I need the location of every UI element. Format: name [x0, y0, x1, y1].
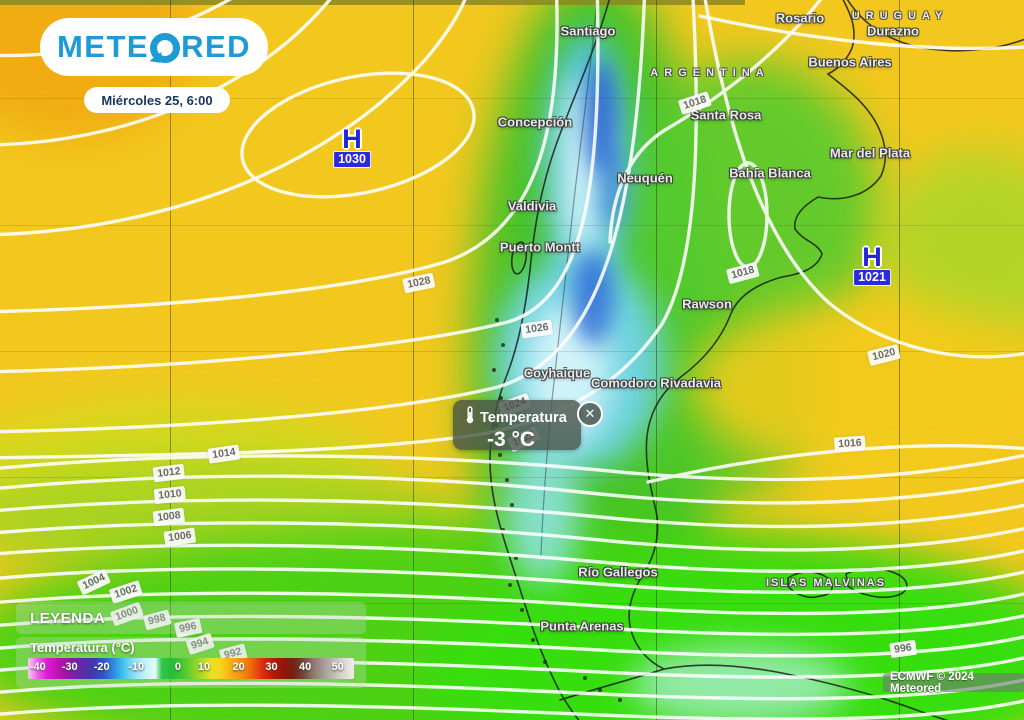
city-label: Coyhaique	[523, 365, 591, 381]
legend-title: LEYENDA	[30, 609, 106, 627]
legend-scale-label: Temperatura (°C)	[30, 640, 135, 655]
logo-wordmark: METE RED	[56, 29, 252, 64]
city-label: Punta Arenas	[540, 618, 624, 634]
attribution-text: ECMWF © 2024 Meteored	[890, 670, 974, 695]
map-edge-band	[0, 0, 745, 5]
isobar-pressure-label: 1028	[402, 272, 436, 294]
high-pressure-marker: H 1021	[853, 242, 891, 286]
city-label: Puerto Montt	[499, 239, 581, 255]
city-label: Buenos Aires	[808, 54, 892, 70]
isobar-pressure-label: 1006	[163, 527, 197, 547]
tooltip-label: Temperatura	[480, 409, 567, 426]
city-label: Durazno	[867, 23, 919, 39]
legend-panel: Temperatura (°C) -40 -30 -20 -10 0 10 20 30 40 50	[16, 637, 366, 688]
temperature-color-scale: -40 -30 -20 -10 0 10 20 30 40 50	[28, 658, 354, 679]
temperature-tooltip[interactable]: Temperatura -3 °C	[453, 400, 581, 451]
isobar-pressure-label: 1020	[866, 343, 902, 367]
city-label: Río Gallegos	[578, 564, 658, 580]
region-label: ARGENTINA	[650, 67, 770, 79]
isobar-pressure-label: 1004	[76, 568, 112, 596]
city-label: Santa Rosa	[690, 107, 762, 123]
tooltip-close-button[interactable]: ✕	[577, 401, 603, 427]
legend-tick-label: -10	[128, 661, 145, 673]
city-label: Rosario	[775, 10, 825, 26]
attribution-badge: ECMWF © 2024 Meteored	[883, 670, 1024, 695]
high-symbol: H	[342, 124, 362, 154]
legend-tick-label: -30	[61, 661, 78, 673]
city-label: Mar del Plata	[829, 145, 911, 161]
legend-tick-label: 30	[265, 661, 278, 673]
legend-tick-label: 10	[197, 661, 211, 673]
city-label: Comodoro Rivadavia	[590, 375, 722, 391]
city-label: Concepción	[497, 114, 573, 130]
isobar-pressure-label: 1008	[152, 507, 186, 527]
high-pressure-value: 1021	[853, 269, 891, 286]
legend-tick-label: -20	[93, 661, 110, 673]
region-label: URUGUAY	[851, 10, 949, 22]
date-label: Miércoles 25, 6:00	[101, 92, 213, 108]
meteored-logo: METE RED	[40, 18, 268, 76]
isobar-pressure-label: 1018	[725, 261, 761, 285]
high-pressure-value: 1030	[333, 151, 371, 168]
isobar-pressure-label: 1016	[833, 435, 867, 453]
isobar-pressure-label: 1010	[153, 485, 187, 505]
legend-tick-label: 50	[331, 661, 344, 673]
city-label: Rawson	[682, 296, 732, 312]
tooltip-value: -3 °C	[487, 428, 536, 451]
isobar-pressure-label: 1026	[520, 319, 554, 339]
city-label: Bahía Blanca	[729, 165, 811, 181]
high-symbol: H	[862, 242, 882, 272]
legend-tick-label: -40	[29, 661, 46, 673]
close-icon: ✕	[584, 406, 596, 421]
high-pressure-marker: H 1030	[333, 124, 371, 168]
thermometer-icon	[465, 406, 475, 429]
legend-header: LEYENDA	[16, 602, 366, 634]
city-label: Valdivia	[507, 198, 557, 214]
legend-tick-label: 0	[174, 661, 182, 673]
city-label: Neuquén	[617, 170, 673, 186]
isobar-pressure-label: 1012	[152, 463, 186, 483]
isobar-pressure-label: 1002	[108, 580, 144, 604]
date-badge: Miércoles 25, 6:00	[84, 87, 230, 113]
logo-bubble-icon	[150, 33, 181, 63]
city-label: Santiago	[560, 23, 616, 39]
legend-tick-label: 20	[232, 661, 245, 673]
isobar-pressure-label: 996	[889, 639, 917, 659]
isobar-pressure-label: 1014	[207, 444, 241, 464]
legend-tick-label: 40	[298, 661, 312, 673]
region-label: ISLAS MALVINAS	[765, 577, 887, 589]
